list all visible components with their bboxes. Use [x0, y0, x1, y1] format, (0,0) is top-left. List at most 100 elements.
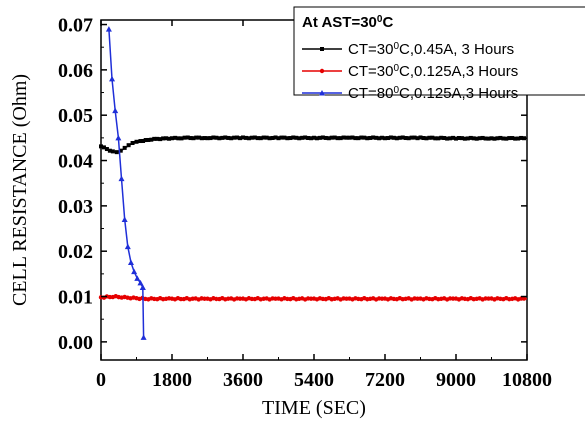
data-point: [442, 136, 447, 141]
data-point: [115, 134, 122, 141]
y-axis: 0.00 0.01 0.02 0.03 0.04 0.05 0.06 0.07: [58, 15, 527, 354]
data-point: [436, 136, 441, 141]
data-point: [332, 135, 337, 140]
data-point: [377, 136, 382, 141]
data-point: [498, 135, 503, 140]
series-1: [98, 294, 527, 302]
data-point: [353, 136, 358, 141]
data-point: [122, 145, 127, 150]
y-tick-label: 0.02: [58, 241, 93, 263]
data-point: [371, 135, 376, 140]
data-point: [188, 136, 193, 141]
data-point: [495, 136, 500, 141]
data-point: [454, 136, 458, 141]
data-point: [252, 135, 257, 140]
data-point: [118, 148, 123, 153]
data-point: [468, 135, 473, 140]
legend-title: At AST=300C: [302, 14, 393, 32]
data-point: [465, 136, 470, 141]
data-point: [235, 135, 240, 140]
data-point: [246, 136, 251, 141]
data-point: [329, 135, 334, 140]
data-point: [516, 136, 521, 141]
data-point: [140, 334, 147, 340]
legend-title-sup: 0: [377, 14, 383, 25]
data-point: [214, 135, 219, 140]
data-point: [146, 137, 151, 142]
data-point: [194, 135, 199, 140]
data-point: [211, 135, 216, 140]
data-point: [448, 136, 453, 141]
y-tick-label: 0.00: [58, 332, 93, 354]
data-point: [406, 136, 411, 141]
y-tick-label: 0.05: [58, 105, 93, 127]
data-point: [249, 135, 254, 140]
x-tick-label: 0: [96, 369, 106, 391]
data-point: [288, 136, 293, 141]
data-point: [255, 136, 260, 141]
data-point: [179, 136, 184, 141]
data-point: [170, 136, 174, 141]
data-point: [112, 107, 119, 114]
data-point: [365, 136, 370, 141]
data-point: [430, 135, 435, 140]
data-point: [155, 136, 160, 141]
series-3: [139, 284, 147, 340]
data-point: [477, 136, 482, 141]
data-point: [139, 284, 146, 290]
data-point: [110, 149, 115, 154]
data-point: [397, 135, 402, 140]
data-point: [383, 136, 387, 141]
data-point: [306, 136, 311, 141]
data-point: [356, 136, 361, 141]
series-0: [99, 135, 527, 155]
series-line: [142, 287, 145, 338]
data-point: [433, 136, 438, 141]
data-point: [492, 136, 497, 141]
data-point: [374, 135, 379, 140]
data-point: [99, 144, 103, 149]
data-point: [138, 139, 143, 144]
data-point: [232, 135, 237, 140]
data-point: [326, 136, 331, 141]
data-point: [456, 136, 461, 141]
data-point: [182, 135, 187, 140]
data-point: [521, 296, 527, 301]
data-point: [267, 136, 272, 141]
legend-marker: [319, 68, 325, 74]
data-point: [501, 136, 506, 141]
data-point: [451, 135, 456, 140]
data-point: [279, 135, 284, 140]
data-point: [513, 136, 518, 141]
data-point: [124, 243, 131, 250]
data-point: [264, 135, 269, 140]
data-point: [400, 135, 405, 140]
data-point: [161, 136, 166, 141]
data-point: [519, 135, 524, 140]
data-point: [385, 136, 390, 141]
data-point: [137, 279, 144, 286]
data-point: [176, 136, 181, 141]
data-point: [131, 268, 138, 275]
data-point: [109, 75, 116, 82]
data-point: [127, 259, 134, 266]
data-point: [105, 26, 112, 32]
data-point: [320, 135, 325, 140]
y-tick-label: 0.04: [58, 151, 93, 173]
data-point: [415, 136, 420, 141]
data-point: [173, 135, 178, 140]
data-point: [149, 137, 154, 142]
data-point: [335, 136, 340, 141]
legend-box: [293, 6, 585, 96]
x-tick-label: 5400: [294, 369, 334, 391]
x-tick-label: 9000: [436, 369, 476, 391]
data-point: [276, 136, 281, 141]
data-point: [258, 136, 263, 141]
data-point: [362, 135, 367, 140]
data-point: [359, 135, 364, 140]
data-point: [314, 136, 319, 141]
y-tick-label: 0.01: [58, 287, 93, 309]
data-point: [427, 135, 432, 140]
data-point: [480, 135, 485, 140]
